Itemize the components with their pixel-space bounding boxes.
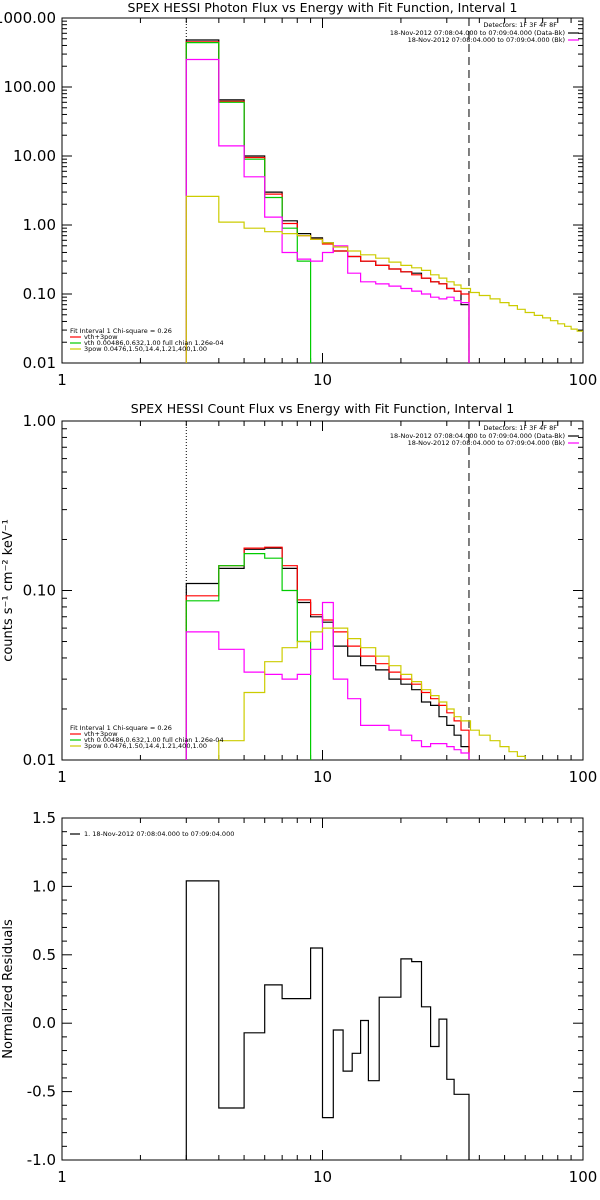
chart-title: SPEX HESSI Count Flux vs Energy with Fit…	[131, 401, 514, 416]
plot-frame	[61, 17, 584, 364]
legend-entry: 18-Nov-2012 07:08:04.000 to 07:09:04.000…	[390, 29, 565, 37]
legend-entry: vth+3pow	[84, 730, 118, 738]
series-line-3	[185, 552, 312, 760]
legend-entry: 1. 18-Nov-2012 07:08:04.000 to 07:09:04.…	[84, 830, 234, 838]
y-tick-label: 1.5	[32, 809, 56, 827]
series-line-5	[185, 195, 583, 363]
legend-header: Detectors: 1F 3F 4F 8F	[483, 21, 557, 29]
y-axis-label: Normalized Residuals	[1, 919, 16, 1059]
series-line-3	[185, 41, 312, 363]
legend-entry: vth+3pow	[84, 333, 118, 341]
legend-entry: 18-Nov-2012 07:08:04.000 to 07:09:04.000…	[408, 36, 565, 44]
chart-panel-1: SPEX HESSI Photon Flux vs Energy with Fi…	[0, 0, 597, 389]
y-tick-label: -0.5	[27, 1083, 56, 1101]
chart-panel-2: SPEX HESSI Count Flux vs Energy with Fit…	[1, 401, 597, 786]
y-tick-label: 0.5	[32, 946, 56, 964]
x-tick-label: 1	[57, 371, 67, 389]
chart-title: SPEX HESSI Photon Flux vs Energy with Fi…	[128, 0, 518, 15]
y-tick-label: 1.00	[23, 412, 56, 430]
series-line-1	[185, 547, 470, 760]
series-group	[185, 39, 583, 363]
x-tick-label: 100	[569, 768, 598, 786]
y-tick-label: 10.00	[13, 147, 56, 165]
y-tick-label: 1.0	[32, 877, 56, 895]
y-tick-label: 1.00	[23, 216, 56, 234]
series-group	[185, 880, 470, 1160]
legend-header: Detectors: 1F 3F 4F 8F	[483, 424, 557, 432]
y-tick-label: -1.0	[27, 1151, 56, 1169]
series-line-1	[185, 39, 470, 363]
series-line-1	[185, 880, 470, 1160]
y-tick-label: 0.01	[23, 751, 56, 769]
legend-entry: 18-Nov-2012 07:08:04.000 to 07:09:04.000…	[408, 439, 565, 447]
legend-entry: vth 0.00486,0.632,1.00 full chian 1.26e-…	[84, 736, 224, 744]
plot-frame	[61, 420, 584, 761]
x-tick-label: 100	[569, 1168, 598, 1186]
y-tick-label: 0.0	[32, 1014, 56, 1032]
y-tick-label: 0.10	[23, 285, 56, 303]
series-group	[185, 546, 526, 760]
chart-panel-3: Normalized Residuals 1 10 100 -1.0 -0.5 0.0 0.5…	[1, 809, 597, 1186]
x-tick-label: 100	[569, 371, 598, 389]
series-line-5	[218, 627, 526, 760]
x-tick-label: 10	[313, 371, 332, 389]
legend-header: Fit Interval 1 Chi-square = 0.26	[70, 724, 172, 732]
x-tick-label: 10	[313, 1168, 332, 1186]
legend-entry: vth 0.00486,0.632,1.00 full chian 1.26e-…	[84, 339, 224, 347]
x-tick-label: 1	[57, 768, 67, 786]
series-line-2	[185, 546, 470, 760]
x-tick-label: 10	[313, 768, 332, 786]
legend-header: Fit Interval 1 Chi-square = 0.26	[70, 327, 172, 335]
series-line-2	[185, 41, 470, 363]
series-line-4	[185, 58, 470, 363]
y-tick-label: 100.00	[4, 78, 57, 96]
x-tick-label: 1	[57, 1168, 67, 1186]
y-tick-label: 0.10	[23, 582, 56, 600]
y-axis-label: counts s⁻¹ cm⁻² keV⁻¹	[1, 519, 16, 662]
legend-entry: 18-Nov-2012 07:08:04.000 to 07:09:04.000…	[390, 432, 565, 440]
legend-entry: 3pow 0.0476,1.50,14.4,1.21,400,1.00	[84, 345, 207, 353]
y-tick-label: 1000.00	[0, 9, 56, 27]
y-tick-label: 0.01	[23, 354, 56, 372]
legend-entry: 3pow 0.0476,1.50,14.4,1.21,400,1.00	[84, 742, 207, 750]
